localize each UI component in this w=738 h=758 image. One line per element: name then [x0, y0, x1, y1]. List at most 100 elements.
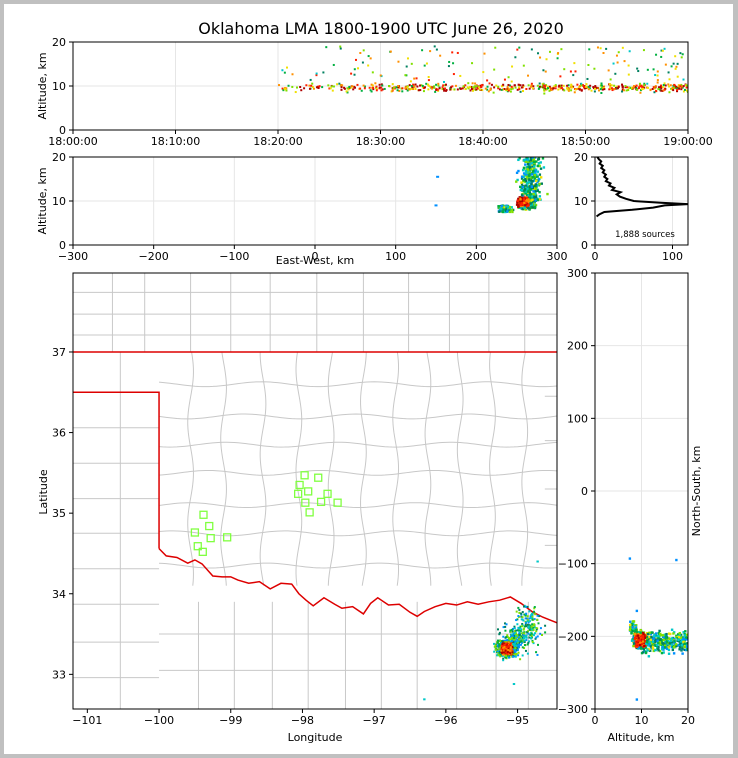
plan-view-source-point [502, 651, 505, 654]
ns-height-source-point [632, 644, 635, 648]
plan-view-source-point [494, 644, 497, 647]
time-height-source-point [391, 88, 394, 91]
plan-view-source-point [530, 612, 533, 615]
time-height-source-point [603, 88, 606, 91]
time-height-source-point [527, 74, 530, 77]
plan-view-source-point [518, 627, 521, 630]
time-height-source-point [392, 87, 395, 90]
time-height-source-point [635, 86, 638, 89]
time-height-source-point [435, 48, 438, 51]
time-height-source-point [609, 78, 612, 81]
ns-height-source-point [662, 651, 665, 654]
ew-height-source-point [528, 168, 532, 171]
ns-height-source-point [644, 646, 648, 649]
ns-height-source-point [665, 640, 669, 643]
time-height-source-point [614, 87, 617, 90]
time-height-source-point [683, 88, 686, 91]
ns-height-source-point [679, 636, 683, 639]
ns-height-source-point [675, 558, 678, 562]
state-border-texas-panhandle [73, 391, 160, 549]
time-height-source-point [449, 88, 452, 91]
plan-view-source-point [512, 632, 515, 635]
plan-view-source-point [504, 641, 507, 644]
time-height-source-point [480, 85, 483, 88]
plan-view-source-point [508, 644, 511, 647]
ns-height-source-point [658, 649, 662, 653]
plan-view-source-point [504, 622, 507, 625]
time-height-source-point [541, 86, 544, 89]
ns-height-source-point [651, 640, 655, 643]
time-height-source-point [398, 89, 401, 92]
time-height-source-point [336, 83, 339, 86]
time-height-source-point [341, 84, 344, 87]
plan-view-source-point [514, 647, 517, 650]
ns-height-source-point [657, 636, 660, 639]
ew-height-source-point [523, 188, 526, 191]
time-height-source-point [680, 83, 683, 86]
ew-height-source-point [536, 198, 540, 201]
ew-height-source-point [517, 204, 520, 208]
x-tick-label: 0 [312, 250, 319, 263]
time-height-source-point [442, 88, 445, 91]
plan-view-y-ticks: 33 34 35 36 37 [52, 346, 73, 681]
plan-view-source-point [496, 639, 499, 642]
time-height-source-point [469, 85, 472, 88]
ns-height-source-point [632, 620, 636, 623]
time-height-source-point [294, 91, 297, 94]
ew-height-source-point [533, 157, 537, 159]
time-height-source-point [429, 85, 432, 88]
plan-view-source-point [505, 647, 508, 650]
plan-view-source-point [509, 646, 512, 649]
ns-height-source-point [659, 632, 662, 636]
ns-height-source-point [635, 698, 639, 701]
ns-height-source-point [682, 637, 685, 640]
time-height-source-point [493, 68, 496, 71]
ns-height-source-point [634, 644, 638, 648]
time-height-source-point [360, 89, 363, 92]
time-height-source-point [281, 69, 284, 72]
plan-view-source-point [498, 652, 501, 655]
time-height-source-point [391, 87, 394, 90]
lma-station-marker [199, 510, 208, 519]
x-tick-label: −95 [506, 714, 529, 727]
ns-height-source-point [677, 638, 680, 642]
time-height-source-point [421, 49, 424, 52]
plan-view-source-point [504, 642, 507, 645]
time-height-source-point [427, 84, 430, 87]
time-height-source-point [580, 82, 583, 85]
plan-view-source-point [532, 634, 535, 637]
plan-view-source-point [512, 634, 515, 637]
time-height-source-point [484, 87, 487, 90]
time-height-source-point [507, 83, 510, 86]
time-height-source-point [685, 89, 688, 92]
time-height-source-point [545, 84, 548, 87]
time-height-source-point [668, 91, 671, 94]
ns-height-source-point [682, 644, 685, 648]
ns-height-source-point [662, 634, 665, 637]
time-height-source-point [626, 86, 629, 89]
ns-height-source-point [685, 644, 688, 647]
ns-height-source-point [655, 634, 658, 638]
county-line [158, 413, 557, 420]
time-height-source-point [578, 88, 581, 91]
plan-view-source-point [522, 628, 525, 631]
time-height-source-point [636, 67, 639, 70]
plan-view-source-point [499, 640, 502, 643]
time-height-source-point [514, 86, 517, 89]
ns-height-source-point [641, 637, 645, 640]
ew-height-source-point [536, 184, 540, 187]
time-height-source-point [572, 74, 575, 77]
lma-stations [190, 471, 342, 556]
time-height-source-point [380, 86, 383, 89]
time-height-source-point [548, 85, 551, 88]
time-height-source-point [405, 74, 408, 77]
plan-view-source-point [529, 633, 532, 636]
time-height-source-point [340, 88, 343, 91]
lma-station-marker [193, 542, 202, 551]
time-height-source-point [571, 86, 574, 89]
time-height-source-point [471, 86, 474, 89]
ew-height-source-point [526, 162, 530, 166]
plan-view-source-point [510, 628, 513, 631]
ns-height-source-point [635, 639, 639, 642]
time-height-source-point [560, 84, 563, 87]
